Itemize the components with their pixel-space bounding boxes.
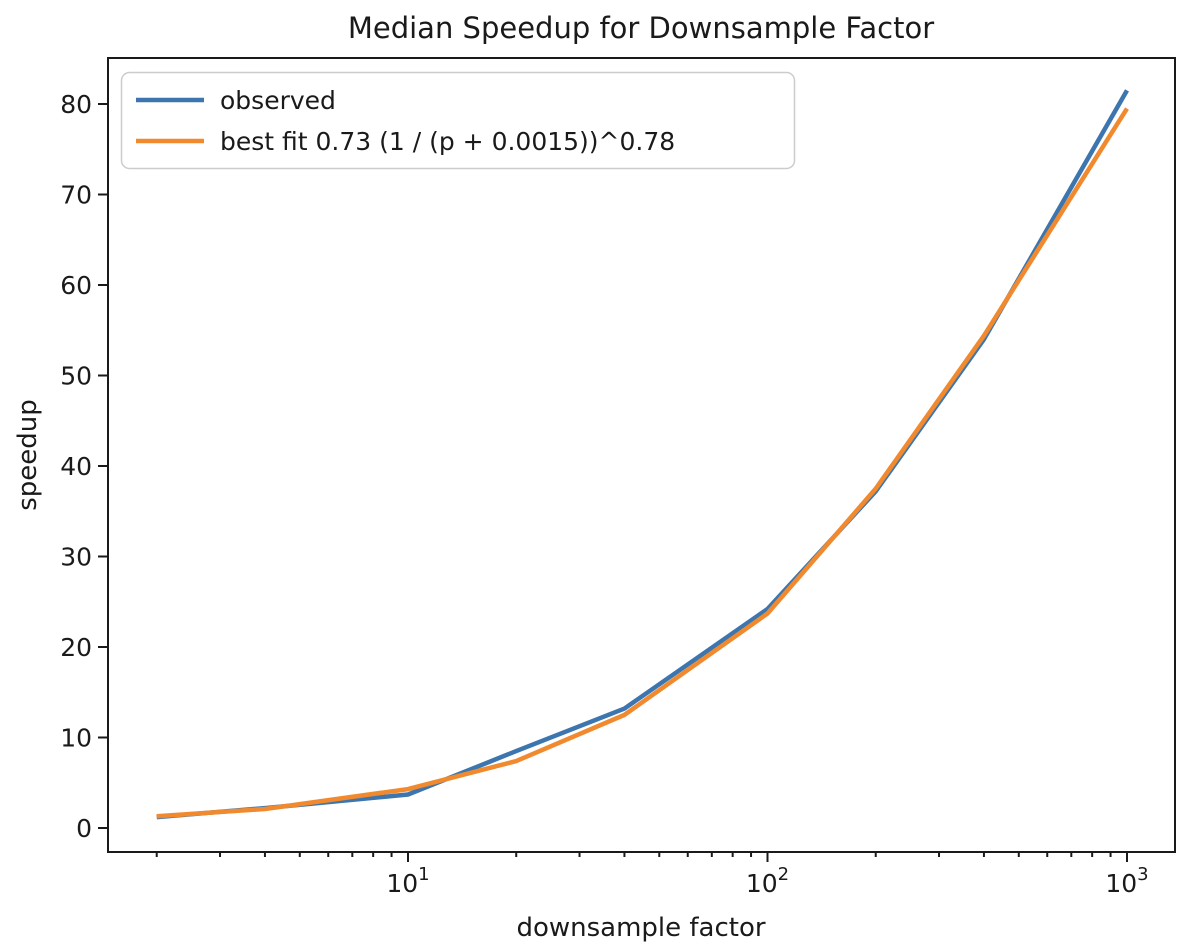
y-tick-label: 70 xyxy=(60,181,92,210)
chart-title: Median Speedup for Downsample Factor xyxy=(348,11,934,45)
axes-frame xyxy=(107,57,1176,853)
x-tick-label: 101 xyxy=(386,864,429,898)
x-tick-label: 102 xyxy=(746,864,789,898)
series-line-1 xyxy=(156,107,1129,819)
legend-label-0: observed xyxy=(220,86,336,115)
legend-box xyxy=(120,71,796,170)
y-tick-label: 80 xyxy=(60,90,92,119)
y-tick-label: 0 xyxy=(76,814,92,843)
y-tick-label: 10 xyxy=(60,724,92,753)
plot-area: 0 10 20 30 40 50 60 70 80 101 102 103 xyxy=(60,57,1176,898)
y-tick-label: 50 xyxy=(60,362,92,391)
x-tick-label: 103 xyxy=(1105,864,1148,898)
legend-label-1: best fit 0.73 (1 / (p + 0.0015))^0.78 xyxy=(220,127,675,156)
y-tick-label: 60 xyxy=(60,271,92,300)
y-tick-label: 20 xyxy=(60,633,92,662)
series-line-0 xyxy=(156,89,1129,820)
y-axis-label: speedup xyxy=(13,399,43,511)
y-tick-label: 30 xyxy=(60,543,92,572)
y-tick-label: 40 xyxy=(60,452,92,481)
legend: observed best fit 0.73 (1 / (p + 0.0015))… xyxy=(120,71,796,170)
x-axis-label: downsample factor xyxy=(516,913,765,943)
